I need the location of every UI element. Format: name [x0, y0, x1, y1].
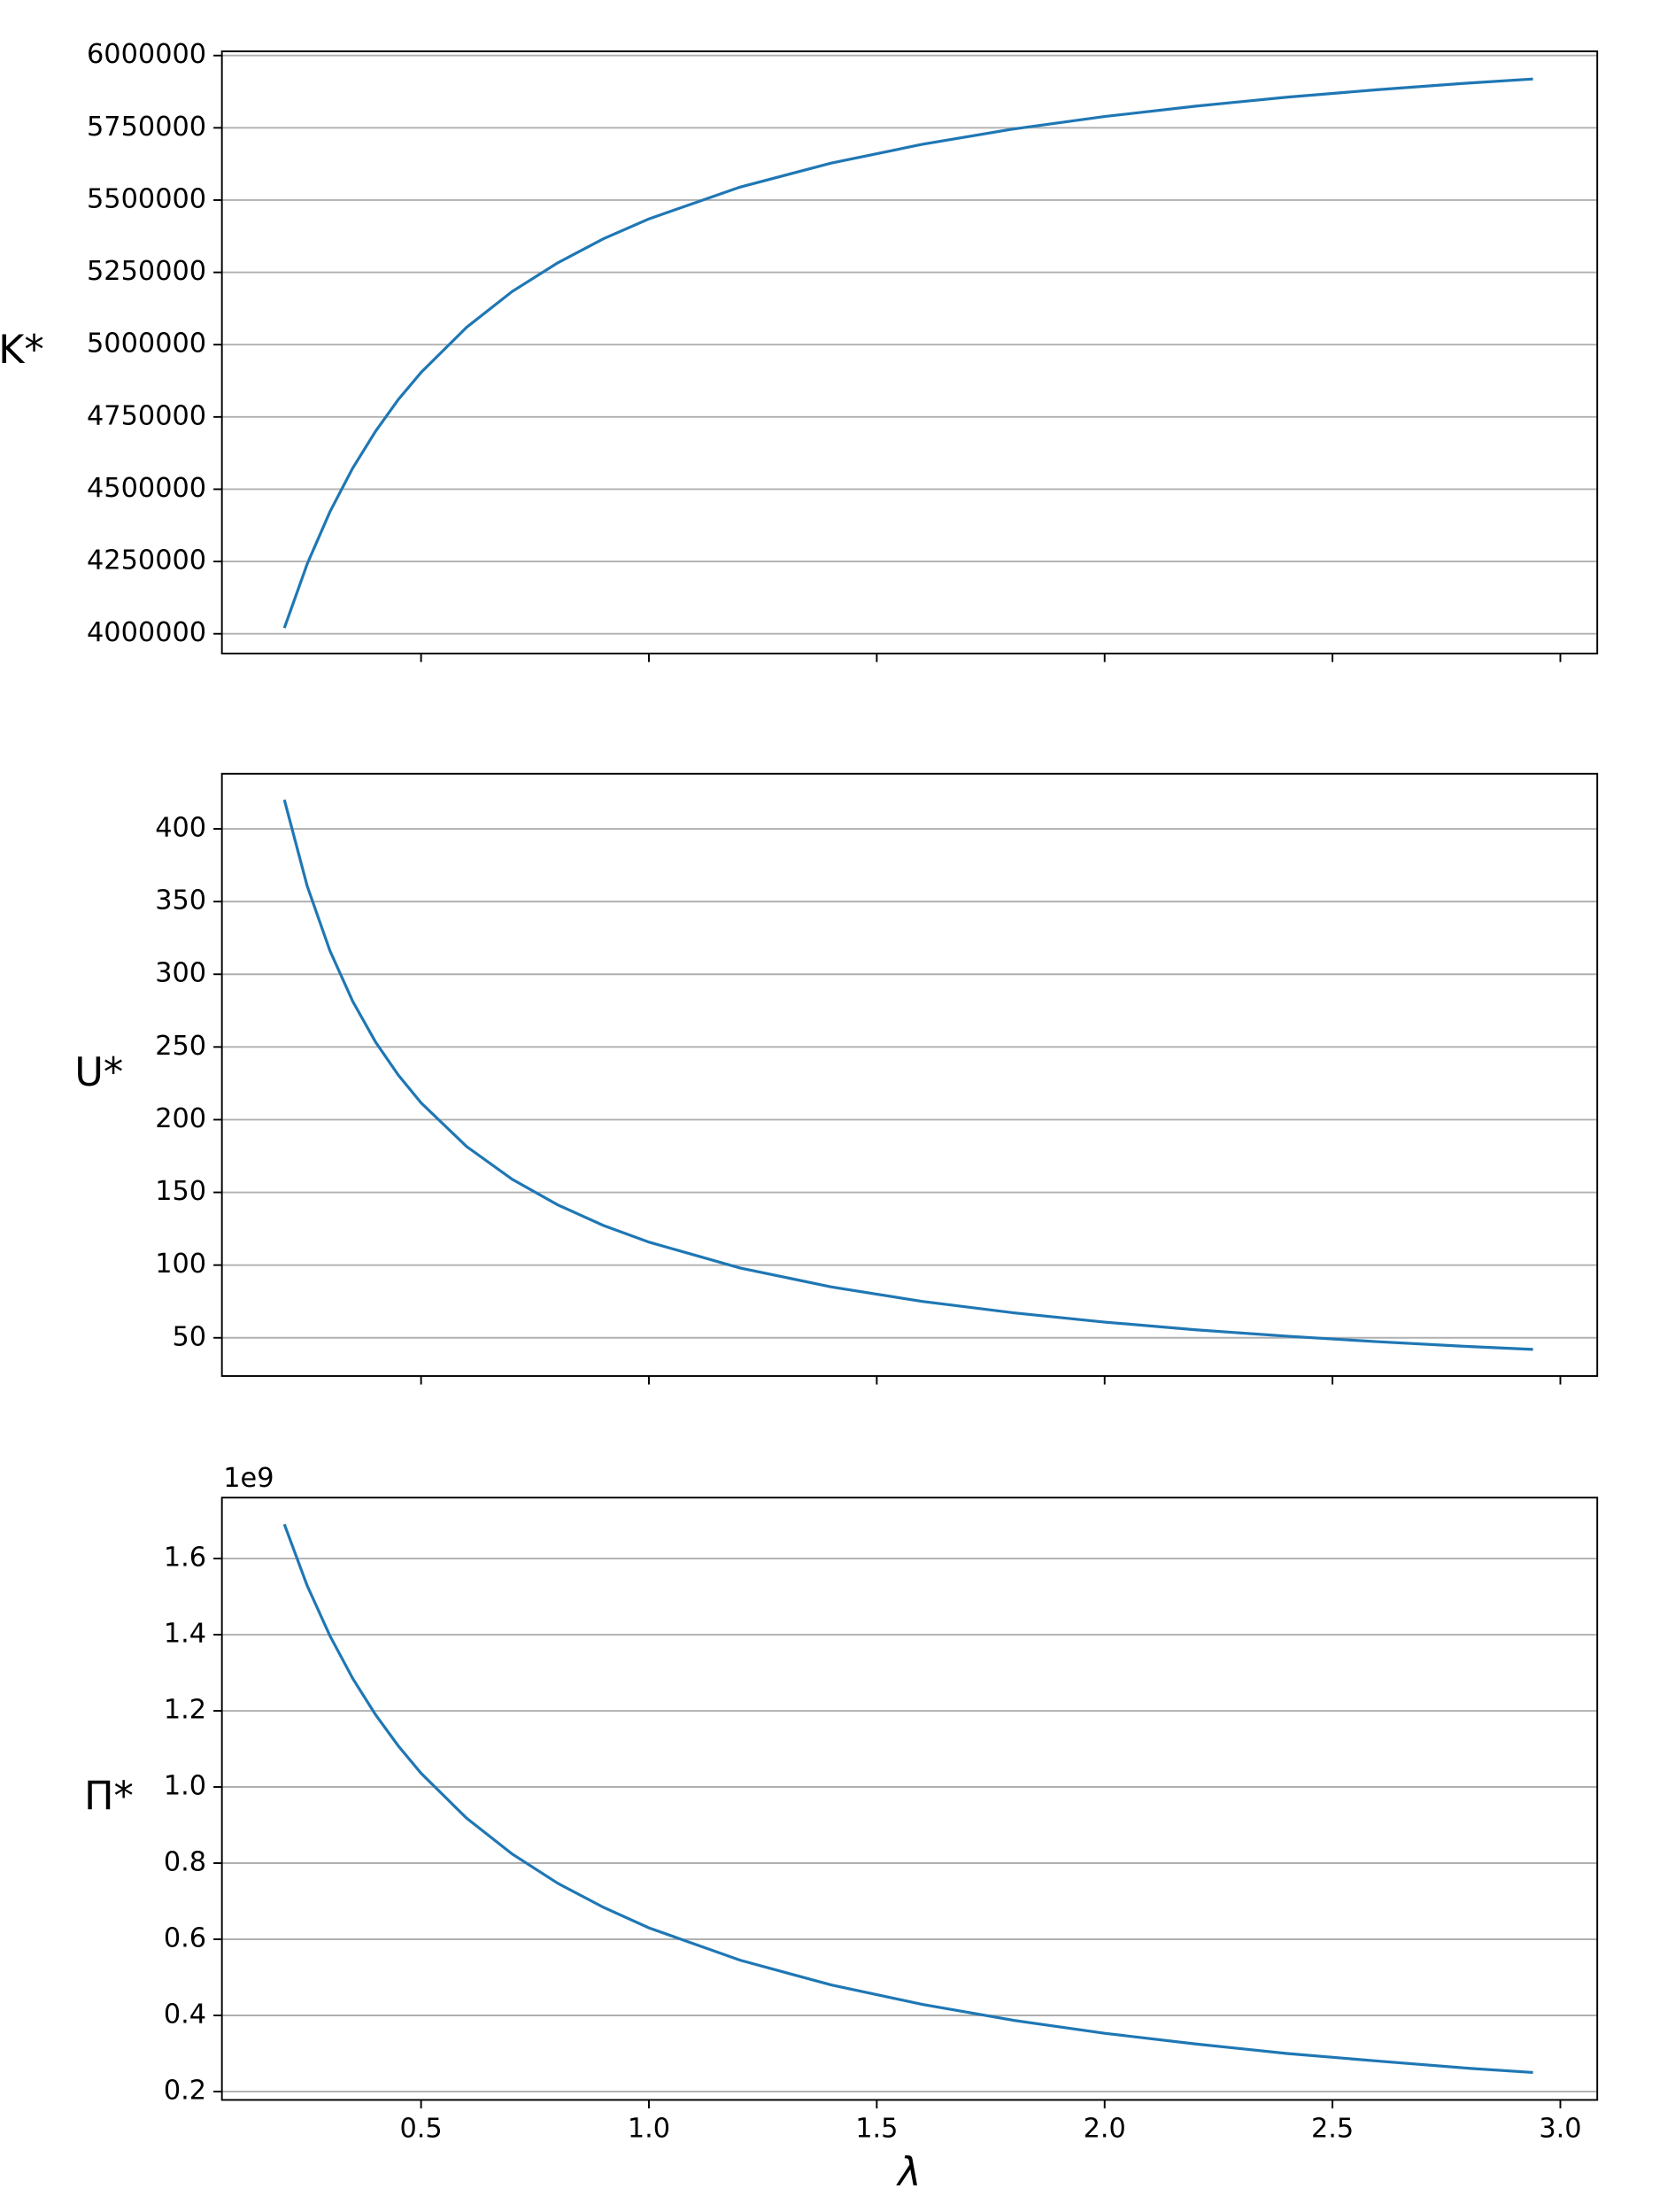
x-axis-label: λ [896, 2149, 921, 2195]
y-tick-label: 5250000 [87, 256, 206, 287]
y-tick-label: 50 [173, 1321, 207, 1352]
axes-frame [220, 772, 1599, 1377]
y-tick-label: 100 [155, 1249, 206, 1280]
y-axis-label: U* [74, 1049, 123, 1095]
offset-label: 1e9 [223, 1463, 274, 1494]
y-tick-label: 150 [155, 1176, 206, 1207]
data-line [282, 1523, 1533, 2075]
y-tick-label: 0.6 [164, 1922, 206, 1953]
axes-frame [220, 50, 1599, 655]
y-tick-label: 200 [155, 1103, 206, 1134]
y-axis-label: Π* [84, 1773, 134, 1819]
y-tick-label: 0.8 [164, 1847, 206, 1878]
y-tick-label: 5000000 [87, 329, 206, 360]
y-tick-label: 4750000 [87, 400, 206, 431]
y-tick-label: 5500000 [87, 183, 206, 214]
y-tick-label: 350 [155, 886, 206, 917]
y-tick-label: 0.2 [164, 2075, 206, 2106]
x-tick-label: 1.5 [855, 2113, 898, 2144]
x-tick-label: 0.5 [399, 2113, 442, 2144]
y-tick-label: 4000000 [87, 617, 206, 648]
axes-frame [220, 1497, 1599, 2101]
y-tick-label: 4250000 [87, 545, 206, 576]
y-tick-label: 1.6 [164, 1543, 206, 1574]
y-tick-label: 0.4 [164, 1999, 206, 2030]
y-tick-label: 1.4 [164, 1619, 206, 1650]
x-tick-label: 1.0 [628, 2113, 670, 2144]
y-tick-label: 1.0 [164, 1771, 206, 1802]
y-tick-label: 250 [155, 1031, 206, 1062]
y-tick-label: 4500000 [87, 473, 206, 504]
y-tick-label: 1.2 [164, 1695, 206, 1726]
y-tick-label: 5750000 [87, 112, 206, 143]
data-line [282, 799, 1533, 1351]
data-line [282, 77, 1533, 629]
x-tick-label: 2.0 [1084, 2113, 1126, 2144]
y-axis-label: K* [0, 327, 44, 373]
y-tick-label: 300 [155, 958, 206, 989]
x-tick-label: 3.0 [1539, 2113, 1581, 2144]
x-tick-label: 2.5 [1311, 2113, 1354, 2144]
y-tick-label: 400 [155, 813, 206, 844]
y-tick-label: 6000000 [87, 39, 206, 70]
